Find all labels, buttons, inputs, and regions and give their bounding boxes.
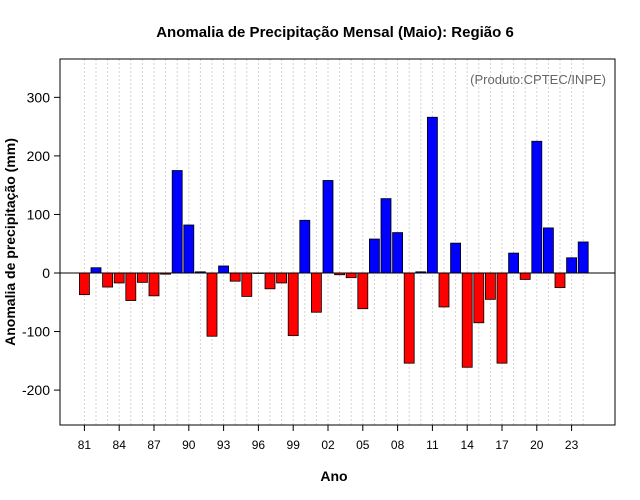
bar-2004 (345, 272, 357, 279)
bar-2022 (554, 272, 566, 289)
y-tick-label: -200 (22, 382, 50, 398)
bar-2023 (566, 257, 577, 274)
bar-2000 (299, 219, 311, 274)
bar-1982 (90, 267, 102, 274)
bar-1986 (136, 272, 148, 283)
x-tick-label: 99 (287, 438, 301, 452)
bar-2005 (357, 272, 369, 310)
bar-2024 (577, 241, 589, 274)
bar-2006 (368, 238, 380, 274)
x-tick-label: 14 (461, 438, 475, 452)
bar-2019 (519, 272, 531, 280)
bar-1992 (206, 272, 218, 337)
x-tick-label: 81 (78, 438, 92, 452)
bar-1993 (218, 265, 230, 274)
bar-1981 (79, 272, 90, 296)
y-axis-label: Anomalia de precipitação (mm) (2, 138, 18, 346)
bar-2018 (508, 252, 520, 274)
x-tick-label: 08 (391, 438, 405, 452)
bar-1985 (125, 272, 137, 301)
bar-1994 (229, 272, 241, 282)
grid-lines (83, 59, 584, 425)
bar-2015 (473, 272, 485, 324)
x-tick-label: 17 (495, 438, 509, 452)
product-annotation: (Produto:CPTEC/INPE) (470, 72, 606, 87)
bar-2007 (380, 198, 392, 274)
bar-2012 (438, 272, 450, 308)
bar-2016 (484, 272, 496, 300)
bar-2008 (392, 232, 404, 274)
y-tick-label: -100 (22, 324, 50, 340)
bars (79, 116, 589, 368)
chart-title: Anomalia de Precipitação Mensal (Maio): … (156, 24, 514, 41)
bar-1989 (171, 170, 183, 274)
x-tick-label: 96 (252, 438, 266, 452)
y-tick-label: 0 (42, 265, 50, 281)
x-tick-label: 87 (147, 438, 161, 452)
x-tick-label: 23 (565, 438, 579, 452)
bar-2002 (322, 180, 334, 274)
bar-1983 (102, 272, 113, 288)
x-axis: 81 84 87 90 93 96 99 02 05 08 11 14 17 20 23 (78, 425, 579, 452)
x-tick-label: 93 (217, 438, 231, 452)
x-axis-label: Ano (320, 468, 347, 484)
bar-1998 (276, 272, 288, 284)
y-tick-label: 300 (27, 89, 51, 105)
bar-2011 (426, 116, 438, 274)
bar-1999 (287, 272, 299, 337)
y-tick-label: 100 (27, 206, 51, 222)
x-tick-label: 05 (356, 438, 370, 452)
y-axis: -200 -100 0 100 200 300 (22, 89, 60, 398)
x-tick-label: 11 (426, 438, 439, 452)
bar-2001 (310, 272, 322, 313)
x-tick-label: 84 (113, 438, 127, 452)
bar-2009 (403, 272, 415, 364)
x-tick-label: 20 (530, 438, 544, 452)
bar-2021 (543, 227, 554, 274)
bar-2017 (496, 272, 508, 364)
bar-1984 (113, 272, 125, 284)
bar-1990 (183, 224, 195, 274)
plot-frame (59, 58, 616, 426)
bar-2013 (450, 242, 462, 274)
bar-2014 (461, 272, 473, 368)
x-tick-label: 90 (182, 438, 196, 452)
bar-1995 (241, 272, 253, 297)
bar-2020 (531, 140, 543, 274)
bar-1997 (264, 272, 276, 290)
y-tick-label: 200 (27, 148, 51, 164)
bar-1987 (148, 272, 160, 297)
x-tick-label: 02 (321, 438, 335, 452)
